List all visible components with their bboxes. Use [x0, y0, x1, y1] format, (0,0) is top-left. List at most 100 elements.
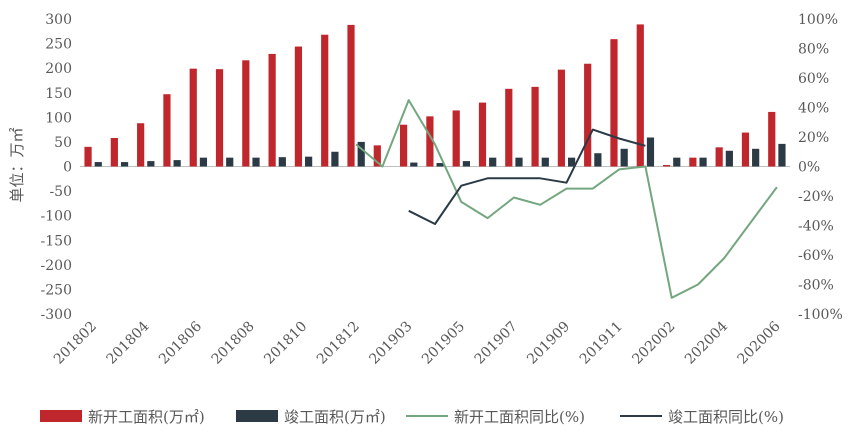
completion-bar [567, 157, 576, 167]
x-tick-label: 201907 [472, 319, 521, 368]
completion-bar [462, 161, 470, 167]
new-start-bar [557, 69, 565, 167]
new-start-bar [636, 24, 644, 167]
right-tick-label: -20% [798, 189, 834, 205]
completion-bar [331, 151, 339, 167]
left-tick-label: -150 [41, 233, 72, 249]
new-start-bar [347, 24, 355, 167]
new-start-bar [400, 124, 408, 167]
completion-bar [173, 160, 181, 167]
new-start-bar [768, 111, 776, 167]
x-tick-label: 201808 [209, 319, 258, 368]
left-tick-label: 50 [54, 135, 72, 151]
legend-label: 竣工面积同比(%) [668, 408, 784, 426]
x-tick-label: 201903 [366, 319, 415, 368]
left-axis: -300 -250 -200 -150 -100 -50 0 50 100 150 200 250 30… [41, 12, 72, 323]
completion-bar [699, 157, 707, 167]
right-tick-label: -100% [798, 307, 843, 323]
completion-bar [252, 157, 260, 167]
y-axis-label: 单位：万㎡ [8, 127, 26, 202]
completion-bar [673, 157, 681, 167]
completion-bar [489, 157, 497, 167]
x-tick-label: 201806 [156, 318, 205, 367]
new-start-bar [163, 94, 171, 167]
new-start-bar [84, 146, 92, 167]
right-axis: -100% -80% -60% -40% -20% 0% 20% 40% 60% 80% 100% [798, 12, 843, 323]
new-start-bar [189, 68, 197, 167]
completion-bar [199, 157, 208, 167]
legend-item: 竣工面积同比(%) [620, 408, 784, 426]
left-tick-label: 0 [63, 160, 72, 176]
completion-bar [226, 157, 234, 167]
new-start-bar [584, 63, 592, 167]
left-tick-label: -250 [41, 282, 72, 298]
legend: 新开工面积(万㎡) 竣工面积(万㎡) 新开工面积同比(%) 竣工面积同比(%) [40, 408, 784, 426]
legend-label: 新开工面积同比(%) [454, 408, 585, 426]
new-start-bar [505, 88, 513, 167]
line-series [355, 99, 778, 299]
x-tick-label: 202004 [682, 318, 731, 367]
right-tick-label: 60% [798, 71, 829, 87]
x-tick-label: 201804 [103, 318, 152, 367]
new-start-bar [741, 132, 750, 167]
completion-bar [147, 161, 155, 167]
completion-bar [778, 143, 786, 167]
new-start-bar [268, 53, 276, 167]
left-tick-label: -200 [41, 258, 72, 274]
completion-bar [646, 137, 655, 167]
completion-bar [94, 162, 102, 167]
x-tick-label: 201909 [524, 319, 573, 368]
left-tick-label: 150 [45, 86, 72, 102]
new-start-bar [373, 145, 381, 167]
completion-yoy-line [408, 128, 646, 225]
new-start-bar [242, 60, 250, 167]
right-tick-label: -40% [798, 219, 834, 235]
legend-item: 新开工面积同比(%) [406, 408, 585, 426]
completion-bar [515, 157, 523, 167]
right-tick-label: 80% [798, 42, 829, 58]
right-tick-label: 20% [798, 130, 829, 146]
new-start-bar [426, 116, 434, 167]
new-start-bar [137, 123, 145, 167]
new-start-bar [531, 86, 539, 167]
completion-bar [725, 150, 733, 167]
x-tick-label: 201911 [577, 319, 626, 368]
x-tick-label: 201802 [51, 319, 100, 368]
new-start-bar [662, 165, 671, 167]
x-tick-label: 201812 [314, 319, 363, 368]
legend-item: 新开工面积(万㎡) [40, 408, 205, 426]
new-start-bar [610, 39, 618, 167]
legend-item: 竣工面积(万㎡) [236, 408, 386, 426]
completion-bar [278, 157, 286, 167]
x-tick-label: 201810 [261, 319, 310, 368]
completion-bar [541, 157, 549, 167]
completion-bar [120, 162, 129, 167]
right-tick-label: 0% [798, 160, 820, 176]
x-tick-label: 202006 [735, 318, 784, 367]
completion-bar [410, 162, 418, 167]
legend-label: 竣工面积(万㎡) [284, 408, 386, 426]
new-start-bar [452, 110, 460, 167]
legend-label: 新开工面积(万㎡) [88, 408, 205, 426]
completion-bar [305, 156, 313, 167]
left-tick-label: 250 [45, 37, 72, 53]
right-tick-label: -60% [798, 248, 834, 264]
new-start-bar [110, 137, 118, 167]
left-tick-label: 200 [45, 61, 72, 77]
right-tick-label: 40% [798, 101, 829, 117]
new-start-bar [215, 69, 224, 167]
left-tick-label: -100 [41, 209, 72, 225]
completion-bar [752, 148, 760, 167]
new-start-bar [689, 157, 697, 167]
completion-bar [436, 163, 444, 167]
x-tick-label: 201905 [419, 319, 468, 368]
completion-bar [357, 141, 365, 167]
legend-swatch [40, 410, 82, 422]
new-start-bar [294, 46, 303, 167]
new-start-bar [478, 102, 487, 167]
x-axis: 201802 201804 201806 201808 201810 201812 2019… [51, 318, 784, 367]
bar-series [84, 24, 786, 167]
left-tick-label: -50 [49, 184, 72, 200]
left-tick-label: -300 [41, 307, 72, 323]
legend-swatch [236, 410, 278, 422]
